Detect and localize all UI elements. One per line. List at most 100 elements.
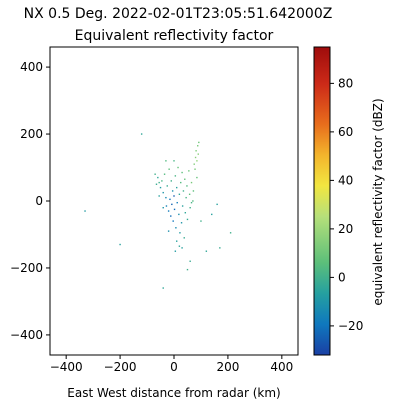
data-point xyxy=(196,176,198,179)
data-point xyxy=(183,237,185,239)
colorbar-tick-label: 0 xyxy=(338,270,346,284)
data-point xyxy=(170,215,172,217)
data-point xyxy=(168,168,170,170)
data-point xyxy=(162,191,164,194)
data-point xyxy=(179,232,181,234)
data-point xyxy=(184,178,186,180)
colorbar-tick-label: 80 xyxy=(338,76,353,90)
data-point xyxy=(190,181,193,184)
data-point xyxy=(119,243,121,246)
data-point xyxy=(84,210,86,212)
data-point xyxy=(162,207,164,209)
y-tick-label: 200 xyxy=(20,127,43,141)
x-tick-label: 400 xyxy=(270,360,293,374)
data-point xyxy=(170,180,172,182)
data-point xyxy=(166,185,168,187)
colorbar-tick-label: 60 xyxy=(338,125,353,139)
data-point xyxy=(169,198,171,201)
data-point xyxy=(181,247,183,249)
chart-subtitle: Equivalent reflectivity factor xyxy=(75,28,274,44)
x-axis: −400 −200 0 200 400 xyxy=(50,355,293,374)
data-point xyxy=(175,227,177,229)
data-point xyxy=(219,247,221,249)
data-point xyxy=(186,268,189,271)
data-point xyxy=(176,186,178,189)
y-tick-label: 0 xyxy=(35,194,43,208)
data-point xyxy=(165,160,167,162)
data-point xyxy=(173,195,175,197)
data-point xyxy=(176,240,178,242)
data-point xyxy=(189,260,191,262)
data-point xyxy=(177,166,179,169)
y-tick-label: 400 xyxy=(20,60,43,74)
data-point xyxy=(180,181,182,184)
data-point xyxy=(180,222,183,224)
data-point xyxy=(171,190,174,192)
data-point xyxy=(185,196,187,199)
data-point xyxy=(195,150,197,152)
data-point xyxy=(140,133,143,135)
x-tick-label: −200 xyxy=(104,360,137,374)
data-point xyxy=(173,208,176,211)
data-point xyxy=(157,176,159,179)
data-point xyxy=(163,173,166,175)
data-point xyxy=(154,173,156,175)
data-point xyxy=(186,218,189,221)
colorbar: −20 0 20 40 60 80 xyxy=(313,46,363,356)
data-point xyxy=(173,160,175,162)
data-point xyxy=(178,193,181,195)
y-tick-label: −200 xyxy=(10,261,43,275)
data-point xyxy=(158,195,160,197)
colorbar-tick-label: −20 xyxy=(338,319,363,333)
data-point xyxy=(184,212,187,214)
data-point xyxy=(165,205,168,207)
data-point xyxy=(167,230,170,232)
data-point xyxy=(188,170,190,172)
data-point xyxy=(171,203,173,206)
data-point xyxy=(181,171,183,174)
data-point xyxy=(155,183,158,185)
data-point xyxy=(192,190,195,192)
data-point xyxy=(229,232,232,234)
data-point xyxy=(196,160,198,162)
data-point xyxy=(167,210,170,212)
data-point xyxy=(176,201,178,204)
data-point xyxy=(159,186,162,189)
colorbar-label: equivalent reflectivity factor (dBZ) xyxy=(371,98,385,305)
data-point xyxy=(172,220,174,222)
x-axis-label: East West distance from radar (km) xyxy=(67,386,280,400)
data-point xyxy=(197,145,199,147)
data-point xyxy=(165,196,167,199)
colorbar-tick-label: 40 xyxy=(338,173,353,187)
data-point xyxy=(188,193,191,195)
data-point xyxy=(178,213,180,216)
y-axis: −400 −200 0 200 400 xyxy=(10,60,50,342)
data-point xyxy=(216,203,218,206)
y-tick-label: −400 xyxy=(10,328,43,342)
plot-area xyxy=(49,46,299,356)
data-point xyxy=(205,250,208,252)
data-point xyxy=(190,201,193,204)
data-point xyxy=(197,153,199,155)
data-point xyxy=(198,141,200,144)
data-point xyxy=(211,213,213,216)
data-point xyxy=(189,207,191,209)
data-point xyxy=(174,250,177,252)
data-point xyxy=(194,168,196,170)
data-point xyxy=(200,220,202,222)
data-point xyxy=(192,200,194,202)
data-point xyxy=(186,185,188,187)
data-point xyxy=(162,287,164,289)
data-point xyxy=(182,190,185,192)
colorbar-gradient xyxy=(313,46,331,356)
x-tick-label: 0 xyxy=(170,360,178,374)
data-point xyxy=(158,181,160,184)
data-point xyxy=(174,175,177,177)
x-tick-label: −400 xyxy=(50,360,83,374)
data-point xyxy=(181,205,184,207)
plot-frame xyxy=(49,46,299,356)
data-point xyxy=(178,245,181,247)
colorbar-tick-label: 20 xyxy=(338,222,353,236)
x-tick-label: 200 xyxy=(216,360,239,374)
